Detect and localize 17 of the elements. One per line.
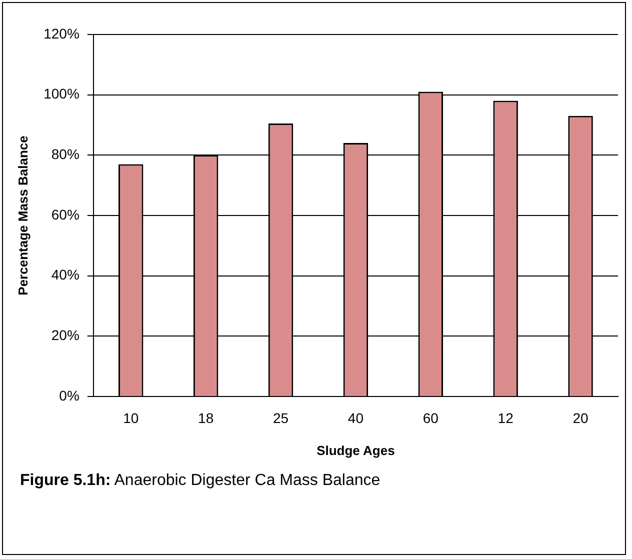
- x-tick-label: 10: [123, 410, 139, 426]
- y-tick-label: 120%: [44, 25, 80, 42]
- y-axis-title: Percentage Mass Balance: [15, 136, 30, 296]
- x-tick-label: 12: [498, 410, 514, 426]
- x-tick-label: 60: [422, 410, 439, 426]
- x-tick-label: 20: [572, 410, 589, 426]
- y-tick-label: 0%: [59, 387, 80, 404]
- x-tick-label: 25: [272, 410, 289, 426]
- y-tick-label: 40%: [51, 266, 80, 283]
- x-tick-label: 40: [348, 410, 364, 426]
- y-tick-label: 80%: [51, 146, 80, 162]
- y-tick-label: 60%: [51, 206, 80, 222]
- x-tick-label: 18: [198, 410, 214, 426]
- y-tick-label: 20%: [51, 327, 80, 344]
- caption: Figure 5.1h: Anaerobic Digester Ca Mass Balance: [20, 472, 382, 490]
- y-tick-label: 100%: [44, 86, 80, 102]
- x-axis-title: Sludge Ages: [316, 442, 395, 458]
